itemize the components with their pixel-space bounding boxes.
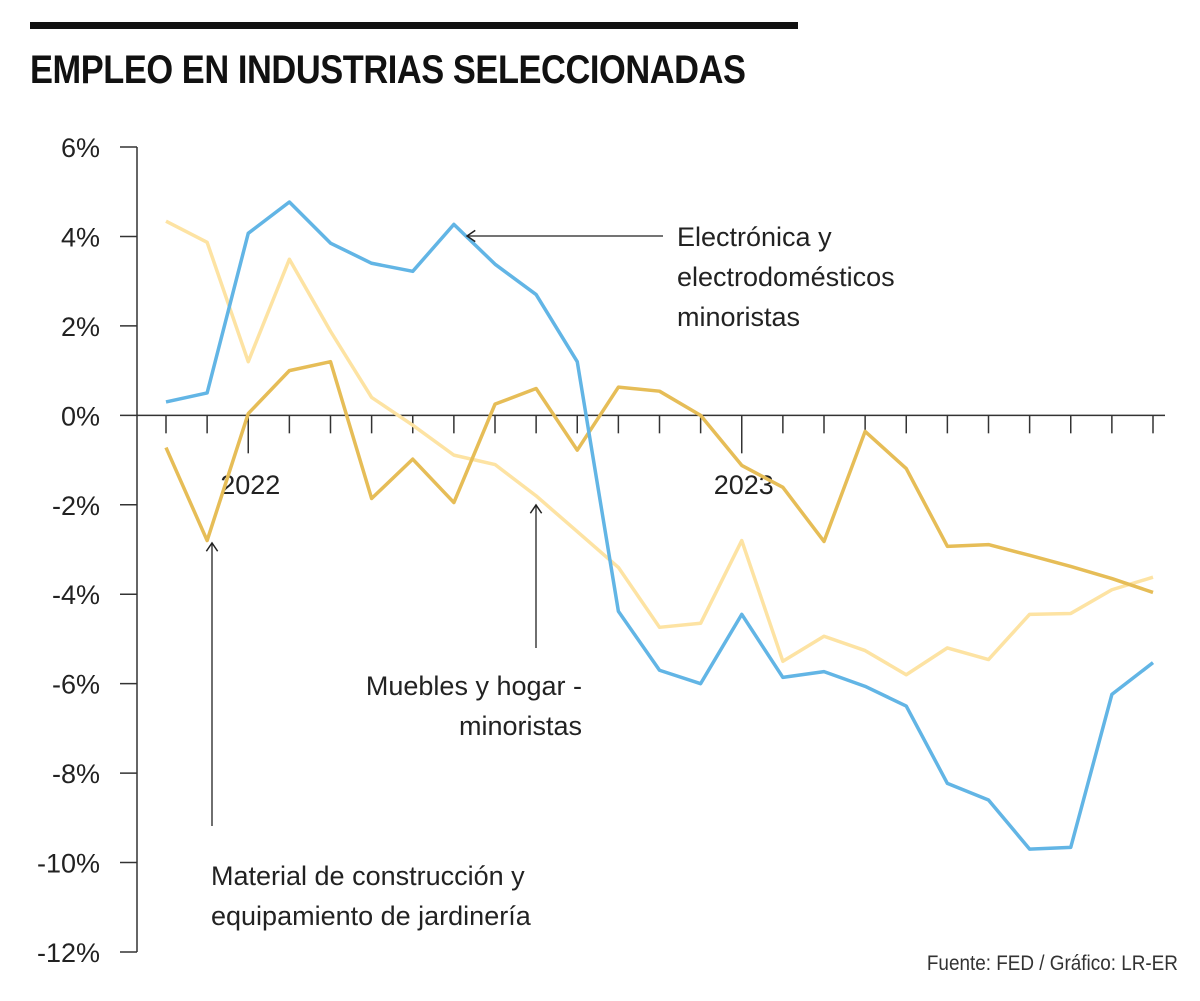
y-tick-label: 2% — [61, 312, 100, 342]
series-line-2 — [164, 359, 1154, 595]
arrow-muebles-head — [529, 503, 543, 514]
source-note: Fuente: FED / Gráfico: LR-ER — [926, 952, 1178, 975]
y-tick-label: -8% — [52, 759, 100, 789]
y-tick-label: 6% — [61, 133, 100, 163]
y-tick-label: -12% — [37, 938, 100, 968]
annotations: Electrónica y electrodomésticos minoristas… — [205, 222, 895, 931]
y-tick-label: 0% — [61, 401, 100, 431]
y-tick-label: -10% — [37, 849, 100, 879]
axes: 6% 4% 2% 0% -2% -4% -6% -8% -10% -12% 2022 2023 — [37, 133, 1165, 968]
x-tick-label: 2023 — [714, 470, 774, 500]
annotation-electronica: minoristas — [677, 302, 800, 332]
y-tick-label: -6% — [52, 670, 100, 700]
annotation-material: Material de construcción y — [211, 861, 525, 891]
x-tick-label: 2022 — [220, 470, 280, 500]
y-tick-label: 4% — [61, 222, 100, 252]
title-rule — [30, 22, 798, 29]
chart-title: EMPLEO EN INDUSTRIAS SELECCIONADAS — [30, 48, 746, 92]
arrow-material-head — [205, 541, 219, 552]
arrow-electronica-head — [465, 229, 476, 243]
annotation-muebles: minoristas — [459, 711, 582, 741]
series-line-1 — [165, 219, 1154, 677]
annotation-muebles: Muebles y hogar - — [366, 671, 582, 701]
series-lines — [164, 200, 1155, 851]
y-tick-label: -4% — [52, 580, 100, 610]
annotation-material: equipamiento de jardinería — [211, 901, 532, 931]
series-line-0 — [165, 200, 1155, 851]
y-tick-label: -2% — [52, 491, 100, 521]
annotation-electronica: electrodomésticos — [677, 262, 895, 292]
annotation-electronica: Electrónica y — [677, 222, 832, 252]
